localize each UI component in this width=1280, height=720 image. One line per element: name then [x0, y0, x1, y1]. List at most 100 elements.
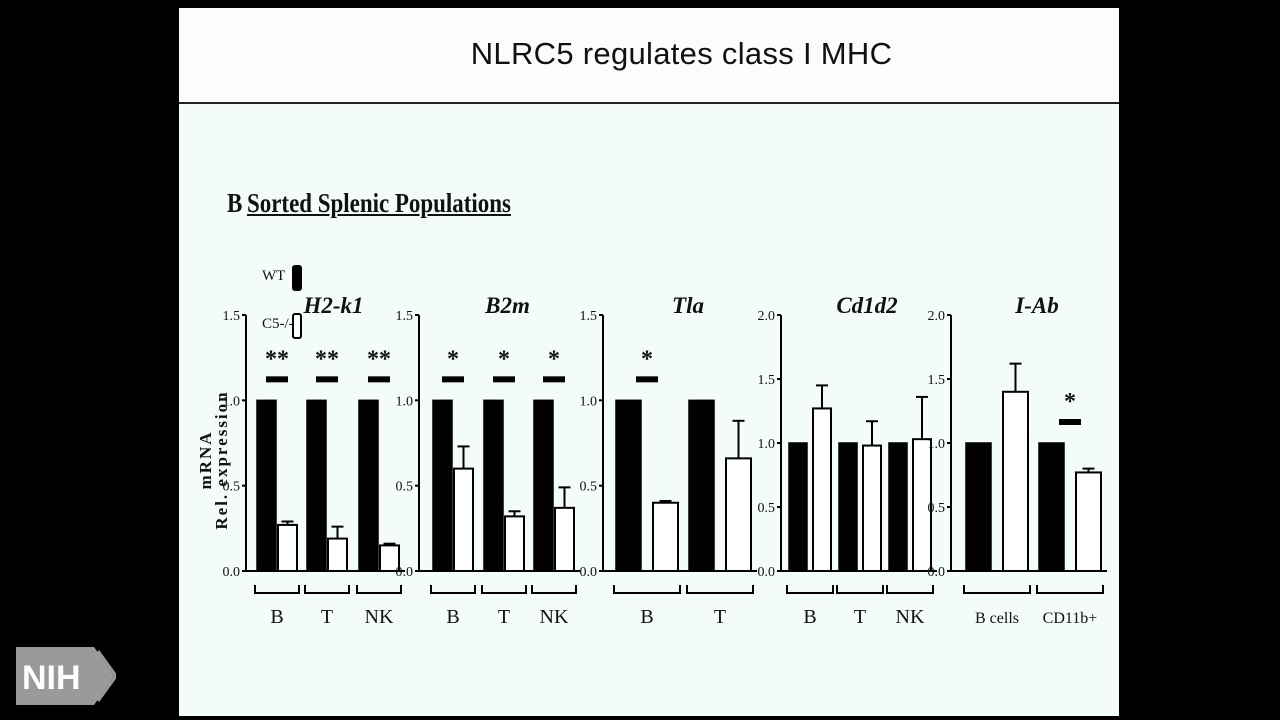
- y-tick-label: 2.0: [758, 309, 776, 324]
- nih-logo-text: NIH: [22, 659, 81, 697]
- bar-wt: [256, 399, 277, 572]
- legend-swatch: [292, 265, 302, 291]
- y-tick-label: 1.0: [223, 394, 241, 409]
- significance-label: **: [265, 346, 289, 372]
- y-tick-label: 1.5: [758, 373, 776, 388]
- y-tick-label: 1.0: [928, 437, 946, 452]
- category-bracket: [531, 585, 577, 594]
- y-tick-label: 1.5: [928, 373, 946, 388]
- y-tick-label: 0.5: [928, 501, 946, 516]
- significance-bar: [266, 376, 288, 383]
- chart-title: H2-k1: [302, 293, 363, 318]
- category-bracket: [430, 585, 476, 594]
- significance-bar: [442, 376, 464, 383]
- category-bracket: [356, 585, 402, 594]
- chart-title: Cd1d2: [836, 293, 897, 318]
- x-tick-label: B: [270, 606, 283, 628]
- x-tick-label: T: [498, 606, 510, 628]
- category-bracket: [886, 585, 934, 594]
- category-bracket: [786, 585, 834, 594]
- significance-label: *: [641, 346, 653, 372]
- y-tick-label: 1.0: [580, 394, 598, 409]
- category-bracket: [686, 585, 754, 594]
- legend-swatch: [292, 313, 302, 339]
- category-bracket: [1036, 585, 1104, 594]
- x-tick-label: T: [321, 606, 333, 628]
- bar-wt: [688, 399, 715, 572]
- bar-wt: [965, 442, 992, 572]
- significance-bar: [368, 376, 390, 383]
- chart-title: Tla: [672, 293, 704, 318]
- bar-wt: [358, 399, 379, 572]
- y-tick-label: 0.0: [580, 565, 598, 580]
- y-tick-label: 0.5: [396, 480, 414, 495]
- bar-ko: [1075, 471, 1102, 572]
- legend-label: WT: [262, 268, 285, 284]
- y-tick-label: 0.5: [223, 480, 241, 495]
- panel-letter: B: [227, 188, 243, 218]
- x-tick-label: B: [446, 606, 459, 628]
- significance-bar: [543, 376, 565, 383]
- x-tick-label: B: [640, 606, 653, 628]
- y-tick-label: 0.0: [223, 565, 241, 580]
- significance-bar: [316, 376, 338, 383]
- bar-ko: [504, 515, 525, 572]
- x-tick-label: B: [803, 606, 816, 628]
- y-tick-label: 1.0: [396, 394, 414, 409]
- x-tick-label: NK: [365, 606, 394, 628]
- significance-bar: [1059, 419, 1081, 425]
- y-tick-label: 2.0: [928, 309, 946, 324]
- category-bracket: [304, 585, 350, 594]
- category-bracket: [963, 585, 1031, 594]
- y-axis-label: Rel. expression: [212, 390, 231, 529]
- y-tick-label: 0.5: [580, 480, 598, 495]
- bar-ko: [554, 506, 575, 572]
- slide: NLRC5 regulates class I MHC B Sorted Spl…: [179, 8, 1119, 716]
- bar-ko: [862, 444, 882, 572]
- category-bracket: [613, 585, 681, 594]
- bar-ko: [1002, 390, 1029, 572]
- significance-label: **: [367, 346, 391, 372]
- y-tick-label: 0.0: [928, 565, 946, 580]
- y-axis-label: mRNA: [196, 431, 215, 490]
- bar-wt: [533, 399, 554, 572]
- bar-ko: [652, 501, 679, 573]
- significance-label: *: [548, 346, 560, 372]
- category-bracket: [254, 585, 300, 594]
- chart-title: I-Ab: [1014, 293, 1058, 318]
- y-tick-label: 0.5: [758, 501, 776, 516]
- bar-wt: [888, 442, 908, 572]
- significance-label: **: [315, 346, 339, 372]
- bar-ko: [725, 457, 752, 572]
- bar-wt: [788, 442, 808, 572]
- x-tick-label: CD11b+: [1043, 610, 1098, 627]
- x-tick-label: NK: [896, 606, 925, 628]
- bar-ko: [453, 467, 474, 573]
- nih-logo: NIH: [16, 647, 116, 705]
- significance-label: *: [498, 346, 510, 372]
- significance-bar: [493, 376, 515, 383]
- panel-label: Sorted Splenic Populations: [247, 188, 511, 218]
- significance-label: *: [447, 346, 459, 372]
- bar-wt: [838, 442, 858, 572]
- y-tick-label: 1.5: [396, 309, 414, 324]
- x-tick-label: B cells: [975, 610, 1019, 627]
- category-bracket: [481, 585, 527, 594]
- category-bracket: [836, 585, 884, 594]
- bar-wt: [306, 399, 327, 572]
- bar-ko: [812, 407, 832, 572]
- y-tick-label: 1.0: [758, 437, 776, 452]
- y-tick-label: 1.5: [580, 309, 598, 324]
- x-tick-label: NK: [540, 606, 569, 628]
- title-band: [179, 8, 1119, 104]
- chart-title: B2m: [484, 293, 530, 318]
- bar-wt: [483, 399, 504, 572]
- x-tick-label: T: [854, 606, 866, 628]
- x-tick-label: T: [714, 606, 726, 628]
- bar-ko: [277, 523, 298, 572]
- bar-wt: [432, 399, 453, 572]
- significance-label: *: [1064, 389, 1076, 415]
- bar-wt: [1038, 442, 1065, 572]
- legend-label: C5-/-: [262, 316, 294, 332]
